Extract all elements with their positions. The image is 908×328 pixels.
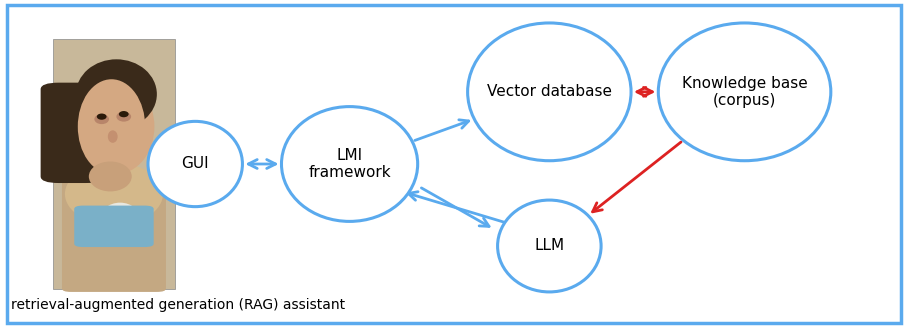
FancyArrowPatch shape [421,188,489,226]
Ellipse shape [78,79,154,174]
Ellipse shape [97,113,106,120]
Ellipse shape [76,59,157,129]
Ellipse shape [89,161,132,192]
FancyArrowPatch shape [409,192,508,223]
Ellipse shape [65,163,163,225]
FancyArrowPatch shape [593,142,681,212]
Text: Knowledge base
(corpus): Knowledge base (corpus) [682,76,807,108]
Ellipse shape [148,121,242,207]
FancyArrowPatch shape [248,159,276,169]
Text: LLM: LLM [534,238,565,254]
Ellipse shape [658,23,831,161]
Ellipse shape [99,203,142,240]
Ellipse shape [119,111,129,117]
Ellipse shape [468,23,631,161]
Text: GUI: GUI [182,156,209,172]
Ellipse shape [498,200,601,292]
Text: retrieval-augmented generation (RAG) assistant: retrieval-augmented generation (RAG) ass… [11,297,345,312]
Ellipse shape [108,130,118,143]
FancyBboxPatch shape [62,181,166,292]
FancyBboxPatch shape [74,206,153,247]
FancyBboxPatch shape [41,83,104,183]
FancyBboxPatch shape [53,39,175,289]
FancyArrowPatch shape [637,87,653,96]
Ellipse shape [281,107,418,221]
Ellipse shape [116,112,131,122]
Text: Vector database: Vector database [487,84,612,99]
Ellipse shape [94,114,109,124]
FancyArrowPatch shape [415,120,469,140]
Text: LMI
framework: LMI framework [309,148,390,180]
Ellipse shape [78,79,145,174]
